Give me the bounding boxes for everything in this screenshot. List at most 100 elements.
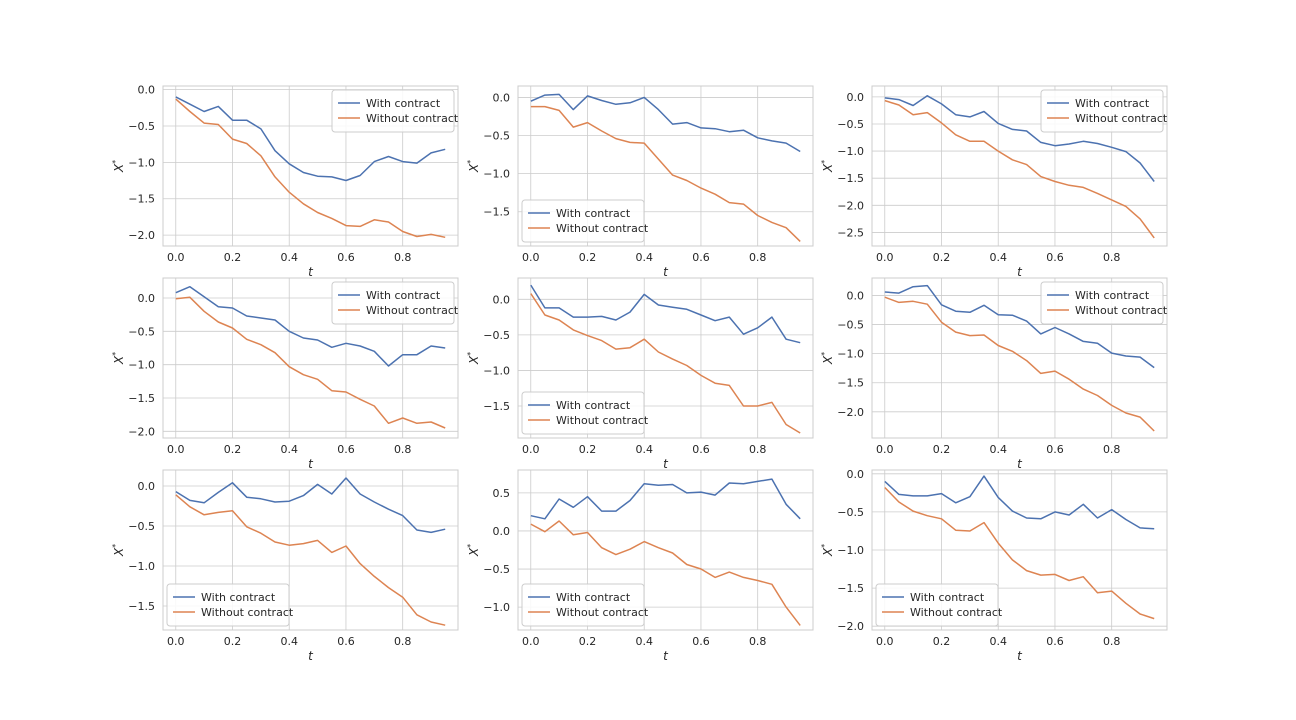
y-tick-label: −2.0 <box>128 229 155 242</box>
legend-label-without-contract: Without contract <box>366 304 459 317</box>
legend-label-with-contract: With contract <box>366 97 441 110</box>
y-tick-label: −0.5 <box>128 325 155 338</box>
x-tick-label: 0.0 <box>167 635 185 648</box>
y-tick-label: 0.0 <box>847 468 865 481</box>
y-tick-label: −1.5 <box>128 600 155 613</box>
x-tick-label: 0.4 <box>635 635 653 648</box>
x-tick-label: 0.4 <box>989 443 1007 456</box>
y-tick-label: −1.0 <box>128 560 155 573</box>
legend-box <box>521 199 645 243</box>
y-axis-label: X* <box>466 544 481 557</box>
subplot-6: 0.0 0.2 0.4 0.6 0.8 0.0 −0.5 −1.0 −1.5 −2.0 t X* Wit… <box>820 277 1168 471</box>
x-tick-label: 0.0 <box>167 443 185 456</box>
x-tick-label: 0.2 <box>224 251 242 264</box>
x-tick-label: 0.2 <box>933 443 951 456</box>
legend-box <box>331 89 455 133</box>
subplot-5: 0.0 0.2 0.4 0.6 0.8 0.0 −0.5 −1.0 −1.5 t X* With co… <box>466 277 814 471</box>
x-tick-label: 0.6 <box>337 251 355 264</box>
legend-label-with-contract: With contract <box>201 591 276 604</box>
x-tick-label: 0.0 <box>876 635 894 648</box>
x-tick-label: 0.0 <box>522 251 540 264</box>
y-tick-label: −2.0 <box>837 620 864 633</box>
series-line-with-contract <box>884 95 1155 182</box>
y-tick-label: 0.0 <box>138 84 156 97</box>
legend-label-with-contract: With contract <box>1075 289 1150 302</box>
x-axis-label: t <box>308 649 314 663</box>
y-axis-label-star: * <box>466 352 475 356</box>
legend-label-without-contract: Without contract <box>556 222 649 235</box>
series-line-with-contract <box>175 285 446 367</box>
x-tick-label: 0.4 <box>635 251 653 264</box>
x-tick-label: 0.0 <box>522 635 540 648</box>
y-tick-label: −0.5 <box>837 118 864 131</box>
y-tick-label: −1.0 <box>128 359 155 372</box>
x-tick-label: 0.2 <box>933 251 951 264</box>
y-tick-label: −2.0 <box>837 199 864 212</box>
x-tick-label: 0.8 <box>394 443 412 456</box>
x-tick-label: 0.8 <box>749 635 767 648</box>
legend-label-without-contract: Without contract <box>556 414 649 427</box>
subplot-9: 0.0 0.2 0.4 0.6 0.8 0.0 −0.5 −1.0 −1.5 −2.0 t X* Wit… <box>820 468 1168 663</box>
x-tick-label: 0.6 <box>692 635 710 648</box>
legend: With contract Without contract <box>1040 89 1168 133</box>
axes-frame <box>517 277 814 439</box>
y-tick-label: −1.5 <box>837 582 864 595</box>
subplot-8: 0.0 0.2 0.4 0.6 0.8 0.5 0.0 −0.5 −1.0 t X* With con… <box>466 469 814 663</box>
x-tick-label: 0.0 <box>167 251 185 264</box>
x-axis-label: t <box>308 265 314 279</box>
y-axis-label: X* <box>820 352 835 365</box>
y-tick-label: −1.5 <box>483 206 510 219</box>
series-line-without-contract <box>884 486 1155 620</box>
legend-label-with-contract: With contract <box>556 591 631 604</box>
y-tick-label: 0.0 <box>138 292 156 305</box>
legend-label-without-contract: Without contract <box>366 112 459 125</box>
x-axis-label: t <box>1017 649 1023 663</box>
y-tick-label: −2.5 <box>837 226 864 239</box>
y-axis-label-star: * <box>820 160 829 164</box>
x-tick-label: 0.0 <box>876 251 894 264</box>
x-tick-label: 0.2 <box>224 443 242 456</box>
y-tick-label: −1.5 <box>837 172 864 185</box>
y-axis-label: X* <box>820 544 835 557</box>
x-tick-label: 0.6 <box>1046 443 1064 456</box>
y-tick-label: −0.5 <box>837 319 864 332</box>
x-tick-label: 0.4 <box>280 443 298 456</box>
x-tick-label: 0.4 <box>635 443 653 456</box>
legend: With contract Without contract <box>521 391 649 435</box>
legend: With contract Without contract <box>521 199 649 243</box>
x-axis-label: t <box>308 457 314 471</box>
legend-label-with-contract: With contract <box>1075 97 1150 110</box>
axes-frame <box>162 277 459 439</box>
x-tick-label: 0.4 <box>280 635 298 648</box>
series-line-without-contract <box>175 494 446 626</box>
y-tick-label: −1.5 <box>483 400 510 413</box>
y-tick-label: −1.5 <box>128 193 155 206</box>
y-tick-label: 0.0 <box>493 91 511 104</box>
axes-frame <box>162 469 459 631</box>
legend-label-with-contract: With contract <box>366 289 441 302</box>
series-line-without-contract <box>530 293 801 434</box>
subplot-2: 0.0 0.2 0.4 0.6 0.8 0.0 −0.5 −1.0 −1.5 t X* With co… <box>466 85 814 279</box>
y-tick-label: −1.0 <box>483 168 510 181</box>
legend-box <box>166 583 290 627</box>
y-tick-label: 0.0 <box>493 525 511 538</box>
x-tick-label: 0.8 <box>1103 635 1121 648</box>
y-tick-label: −0.5 <box>483 563 510 576</box>
series-line-with-contract <box>175 96 446 182</box>
legend-box <box>1040 281 1164 325</box>
y-tick-label: −1.5 <box>837 377 864 390</box>
y-tick-label: −0.5 <box>128 120 155 133</box>
x-axis-label: t <box>663 457 669 471</box>
legend-label-without-contract: Without contract <box>1075 304 1168 317</box>
axes-frame <box>517 469 814 631</box>
series-line-without-contract <box>530 520 801 626</box>
y-axis-label-star: * <box>111 544 120 548</box>
series-line-with-contract <box>884 475 1155 530</box>
legend-label-without-contract: Without contract <box>556 606 649 619</box>
y-tick-label: −1.0 <box>837 348 864 361</box>
legend-box <box>521 391 645 435</box>
x-tick-label: 0.8 <box>394 635 412 648</box>
legend: With contract Without contract <box>875 583 1003 627</box>
x-tick-label: 0.6 <box>337 443 355 456</box>
axes-frame <box>871 469 1168 631</box>
